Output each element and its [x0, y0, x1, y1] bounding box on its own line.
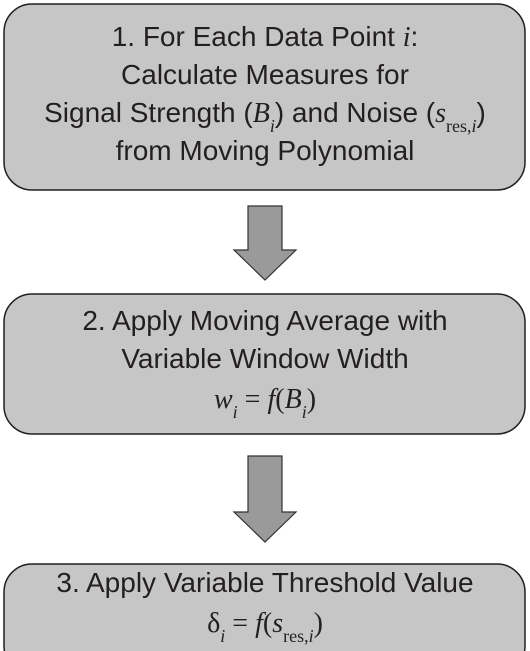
text-segment: Calculate Measures for	[121, 59, 409, 90]
step-text: Signal Strength (Bi) and Noise (sres,i)	[44, 97, 486, 136]
text-segment: Signal Strength (	[44, 97, 253, 128]
step-text: Variable Window Width	[121, 343, 408, 374]
arrow	[232, 455, 298, 543]
text-segment: f	[255, 608, 266, 639]
text-segment: res,	[446, 116, 472, 136]
text-segment: )	[314, 608, 323, 639]
text-segment: 1. For Each Data Point	[112, 21, 403, 52]
text-segment: i	[233, 402, 238, 422]
text-segment: i	[403, 22, 411, 53]
step-text: 2. Apply Moving Average with	[82, 305, 447, 336]
text-segment: B	[253, 98, 270, 129]
step-text: 1. For Each Data Point i:	[112, 21, 419, 53]
text-segment: (	[263, 608, 272, 639]
text-segment: )	[307, 384, 316, 415]
text-segment: 3. Apply Variable Threshold Value	[56, 567, 473, 598]
text-segment: s	[272, 608, 283, 639]
texts: 1. For Each Data Point i:Calculate Measu…	[44, 21, 486, 646]
arrow	[232, 205, 298, 281]
text-segment: w	[214, 384, 233, 415]
step-box	[3, 3, 526, 191]
text-segment: res,	[283, 626, 309, 646]
step-text: wi = f(Bi)	[214, 384, 316, 422]
text-segment: i	[472, 116, 477, 136]
text-segment: :	[411, 21, 419, 52]
text-segment: ) and Noise (	[275, 97, 436, 128]
step-box	[3, 293, 526, 435]
text-segment: i	[302, 402, 307, 422]
step-text: δi = f(sres,i)	[207, 608, 323, 646]
step-text: Calculate Measures for	[121, 59, 409, 90]
text-segment: =	[238, 384, 268, 415]
text-segment: (	[275, 384, 284, 415]
text-segment: i	[309, 626, 314, 646]
step-box	[3, 563, 526, 651]
text-segment: )	[477, 97, 486, 128]
text-segment: f	[267, 384, 278, 415]
text-segment: Variable Window Width	[121, 343, 408, 374]
text-segment: i	[220, 626, 225, 646]
text-segment: B	[285, 384, 302, 415]
text-segment: s	[435, 98, 446, 129]
text-segment: 2. Apply Moving Average with	[82, 305, 447, 336]
text-segment: =	[225, 608, 255, 639]
text-segment: i	[270, 116, 275, 136]
step-text: from Moving Polynomial	[116, 135, 415, 166]
step-text: 3. Apply Variable Threshold Value	[56, 567, 473, 598]
text-segment: from Moving Polynomial	[116, 135, 415, 166]
text-segment: δ	[207, 608, 220, 639]
